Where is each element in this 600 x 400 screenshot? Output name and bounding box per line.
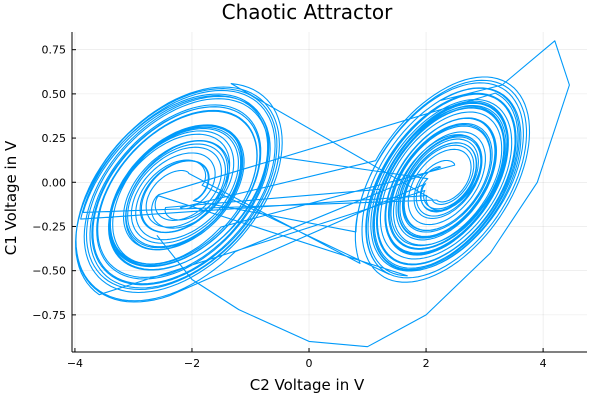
attractor-trajectory — [75, 40, 570, 348]
x-tick-label: 0 — [306, 357, 313, 370]
y-tick-label: 0.00 — [42, 176, 67, 189]
y-tick-label: 0.25 — [42, 132, 67, 145]
x-tick-label: −4 — [67, 357, 83, 370]
x-tick-label: 2 — [423, 357, 430, 370]
x-axis-label: C2 Voltage in V — [250, 376, 365, 394]
ticks: −4 −2 0 2 4 −0.75 −0.50 −0.25 0.00 0.25 0.50 0.75 — [32, 44, 546, 370]
y-axis-label: C1 Voltage in V — [2, 140, 20, 255]
y-tick-label: 0.75 — [42, 44, 67, 57]
plot-area — [75, 40, 570, 348]
y-tick-label: 0.50 — [42, 88, 67, 101]
y-tick-label: −0.25 — [32, 220, 66, 233]
y-tick-label: −0.75 — [32, 309, 66, 322]
y-tick-label: −0.50 — [32, 265, 66, 278]
chart-title: Chaotic Attractor — [222, 0, 393, 24]
x-tick-label: −2 — [184, 357, 200, 370]
x-tick-label: 4 — [540, 357, 547, 370]
axes — [71, 32, 587, 353]
